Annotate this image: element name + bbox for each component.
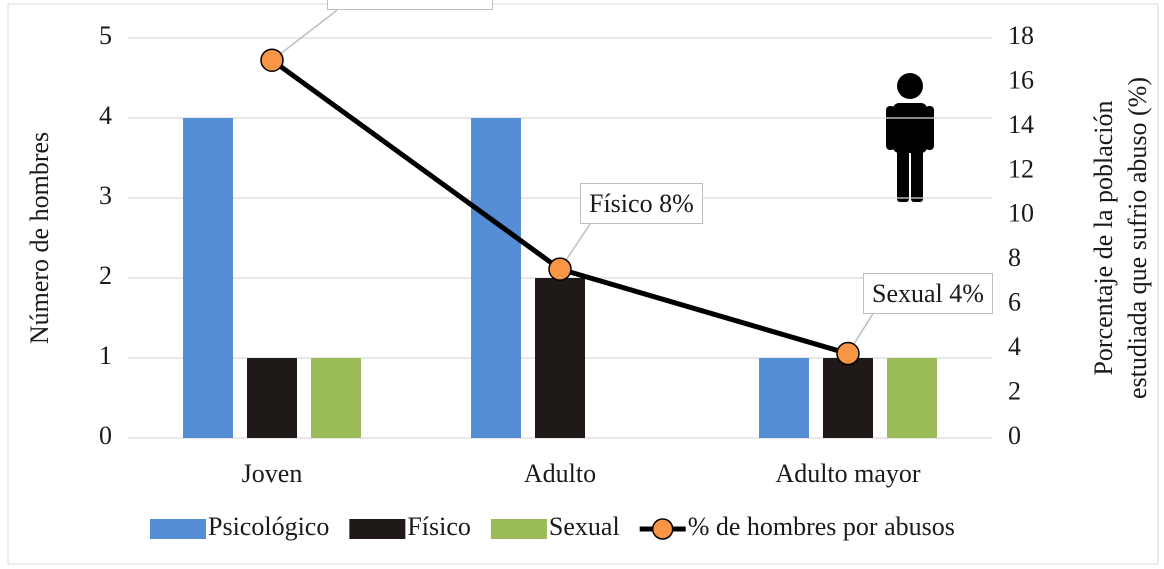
y2-tick-label: 6 <box>1008 288 1021 317</box>
legend-swatch <box>150 519 206 539</box>
y2-tick-label: 16 <box>1008 65 1034 94</box>
data-label: Físico 8% <box>580 183 703 225</box>
bar <box>759 358 809 438</box>
y-tick-label: 4 <box>99 101 112 130</box>
legend-label: Sexual <box>549 512 620 541</box>
bar <box>471 118 521 438</box>
legend-label: % de hombres por abusos <box>688 512 955 541</box>
legend-swatch <box>349 519 406 539</box>
y2-axis-label: Porcentaje de la población <box>1089 100 1118 375</box>
y-tick-label: 2 <box>99 261 112 290</box>
y-tick-label: 5 <box>99 21 112 50</box>
bar <box>823 358 873 438</box>
y-tick-label: 1 <box>99 341 112 370</box>
y2-tick-label: 12 <box>1008 154 1034 183</box>
y2-tick-label: 4 <box>1008 332 1021 361</box>
y-axis-label: Número de hombres <box>25 132 54 344</box>
legend-label: Psicológico <box>208 512 329 541</box>
line-marker <box>260 48 284 72</box>
y2-tick-label: 8 <box>1008 243 1021 272</box>
y2-tick-label: 0 <box>1008 421 1021 450</box>
y2-tick-label: 14 <box>1008 110 1034 139</box>
bar <box>183 118 233 438</box>
y2-tick-label: 10 <box>1008 199 1034 228</box>
x-tick-label: Adulto <box>524 459 596 488</box>
label-leader <box>271 9 338 61</box>
y-tick-label: 0 <box>99 421 112 450</box>
bar <box>887 358 937 438</box>
bar <box>535 278 585 438</box>
data-label: Psicológico 17% <box>327 0 493 11</box>
y2-axis-label: estudiada que sufrio abuso (%) <box>1123 77 1152 399</box>
data-label: Sexual 4% <box>863 272 993 314</box>
bar <box>311 358 361 438</box>
chart-border <box>7 3 1159 565</box>
legend-swatch <box>490 519 547 539</box>
y2-tick-label: 2 <box>1008 377 1021 406</box>
y-tick-label: 3 <box>99 181 112 210</box>
legend-label: Físico <box>407 512 471 541</box>
person-icon <box>886 73 934 202</box>
line-marker <box>836 341 860 366</box>
bar <box>247 358 297 438</box>
line-marker <box>548 257 572 281</box>
legend-swatch <box>651 518 674 540</box>
x-tick-label: Adulto mayor <box>775 459 920 488</box>
y2-tick-label: 18 <box>1008 21 1034 50</box>
x-tick-label: Joven <box>242 459 303 488</box>
